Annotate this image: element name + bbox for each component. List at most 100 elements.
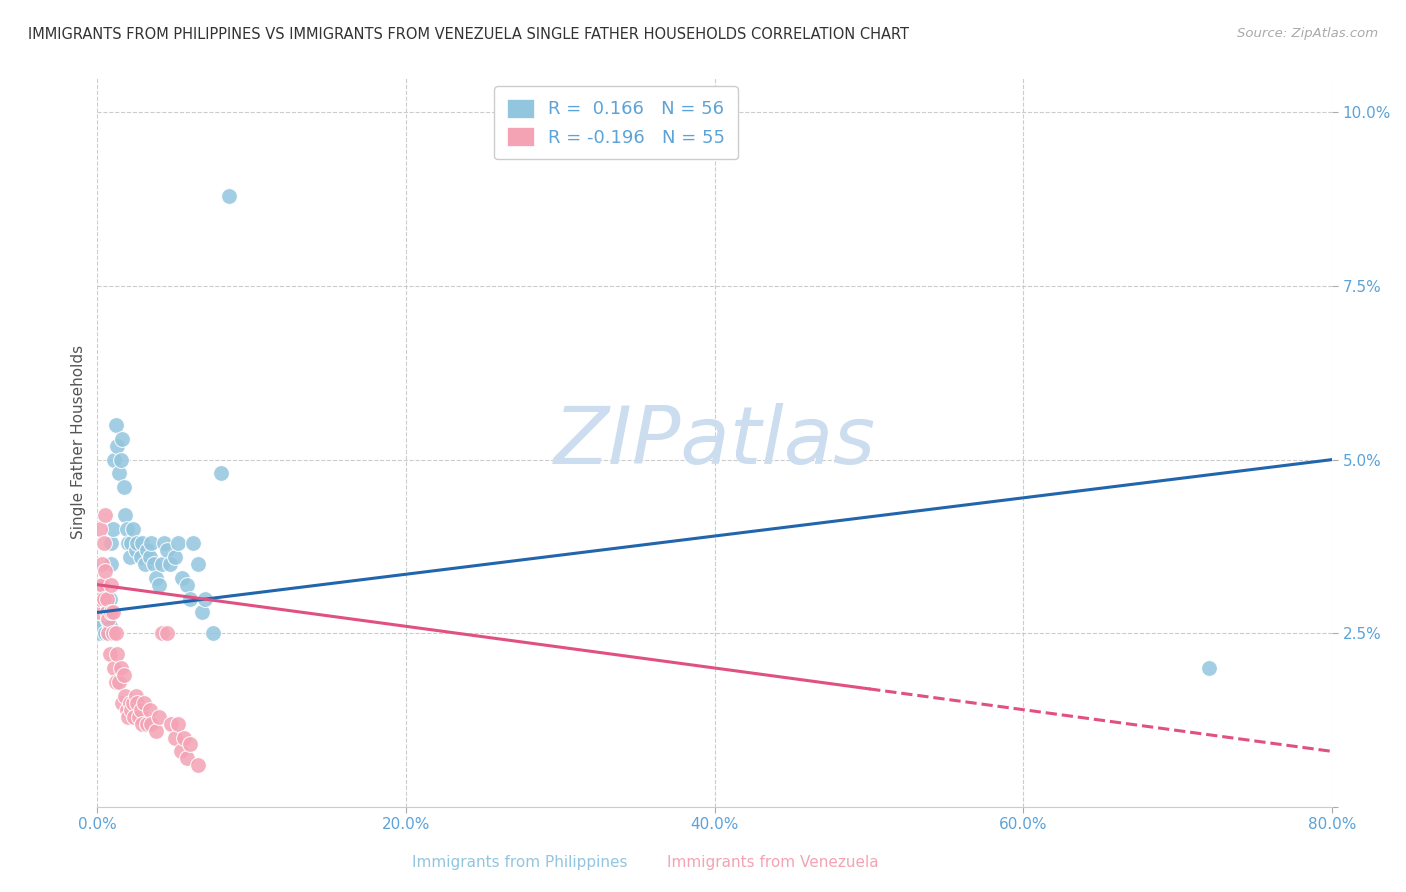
- Point: [127, 696, 149, 710]
- Point: [101, 626, 124, 640]
- Point: [117, 709, 139, 723]
- Point: [112, 668, 135, 682]
- Point: [143, 557, 166, 571]
- Point: [145, 571, 167, 585]
- Point: [187, 557, 209, 571]
- Point: [96, 606, 118, 620]
- Point: [150, 626, 173, 640]
- Point: [129, 549, 152, 564]
- Point: [107, 647, 129, 661]
- Point: [191, 606, 214, 620]
- Point: [93, 606, 115, 620]
- Text: ZIPatlas: ZIPatlas: [554, 403, 876, 481]
- Point: [209, 467, 232, 481]
- Point: [97, 626, 120, 640]
- Point: [98, 619, 121, 633]
- Point: [194, 591, 217, 606]
- Point: [89, 591, 111, 606]
- Point: [163, 549, 186, 564]
- Point: [172, 571, 194, 585]
- Point: [94, 508, 117, 523]
- Point: [94, 626, 117, 640]
- Point: [135, 716, 157, 731]
- Point: [89, 522, 111, 536]
- Point: [125, 689, 148, 703]
- Point: [114, 508, 136, 523]
- Point: [101, 606, 124, 620]
- Point: [139, 549, 162, 564]
- Point: [100, 557, 122, 571]
- Point: [179, 738, 201, 752]
- Text: IMMIGRANTS FROM PHILIPPINES VS IMMIGRANTS FROM VENEZUELA SINGLE FATHER HOUSEHOLD: IMMIGRANTS FROM PHILIPPINES VS IMMIGRANT…: [28, 27, 910, 42]
- Point: [150, 557, 173, 571]
- Point: [108, 674, 131, 689]
- Text: Source: ZipAtlas.com: Source: ZipAtlas.com: [1237, 27, 1378, 40]
- Point: [104, 417, 127, 432]
- Point: [218, 188, 240, 202]
- Text: Immigrants from Philippines: Immigrants from Philippines: [412, 855, 628, 870]
- Point: [120, 703, 142, 717]
- Point: [181, 536, 204, 550]
- Point: [131, 716, 153, 731]
- Point: [187, 758, 209, 772]
- Point: [91, 557, 114, 571]
- Point: [107, 439, 129, 453]
- Point: [103, 452, 125, 467]
- Point: [97, 606, 120, 620]
- Point: [87, 606, 110, 620]
- Point: [115, 522, 138, 536]
- Point: [156, 626, 179, 640]
- Point: [108, 467, 131, 481]
- Point: [87, 626, 110, 640]
- Point: [103, 661, 125, 675]
- Point: [139, 703, 162, 717]
- Point: [1198, 661, 1220, 675]
- Point: [148, 577, 170, 591]
- Point: [125, 542, 148, 557]
- Point: [104, 626, 127, 640]
- Point: [98, 647, 121, 661]
- Point: [141, 716, 163, 731]
- Point: [94, 564, 117, 578]
- Point: [170, 744, 193, 758]
- Point: [179, 591, 201, 606]
- Point: [100, 536, 122, 550]
- Point: [93, 591, 115, 606]
- Point: [118, 696, 141, 710]
- Point: [156, 542, 179, 557]
- Point: [152, 536, 174, 550]
- Point: [129, 703, 152, 717]
- Point: [176, 577, 198, 591]
- Point: [94, 606, 117, 620]
- Point: [124, 709, 146, 723]
- Point: [89, 612, 111, 626]
- Point: [97, 626, 120, 640]
- Point: [121, 696, 143, 710]
- Point: [93, 536, 115, 550]
- Point: [110, 661, 132, 675]
- Point: [110, 452, 132, 467]
- Point: [128, 709, 150, 723]
- Point: [112, 480, 135, 494]
- Point: [97, 612, 120, 626]
- Point: [135, 542, 157, 557]
- Point: [166, 716, 188, 731]
- Legend: R =  0.166   N = 56, R = -0.196   N = 55: R = 0.166 N = 56, R = -0.196 N = 55: [494, 87, 738, 160]
- Point: [117, 536, 139, 550]
- Point: [101, 522, 124, 536]
- Point: [148, 709, 170, 723]
- Point: [96, 612, 118, 626]
- Point: [104, 674, 127, 689]
- Point: [141, 536, 163, 550]
- Text: Immigrants from Venezuela: Immigrants from Venezuela: [668, 855, 879, 870]
- Point: [96, 591, 118, 606]
- Point: [91, 577, 114, 591]
- Point: [134, 557, 156, 571]
- Point: [132, 696, 155, 710]
- Point: [121, 522, 143, 536]
- Point: [202, 626, 225, 640]
- Point: [160, 716, 183, 731]
- Point: [131, 536, 153, 550]
- Point: [87, 577, 110, 591]
- Point: [91, 591, 114, 606]
